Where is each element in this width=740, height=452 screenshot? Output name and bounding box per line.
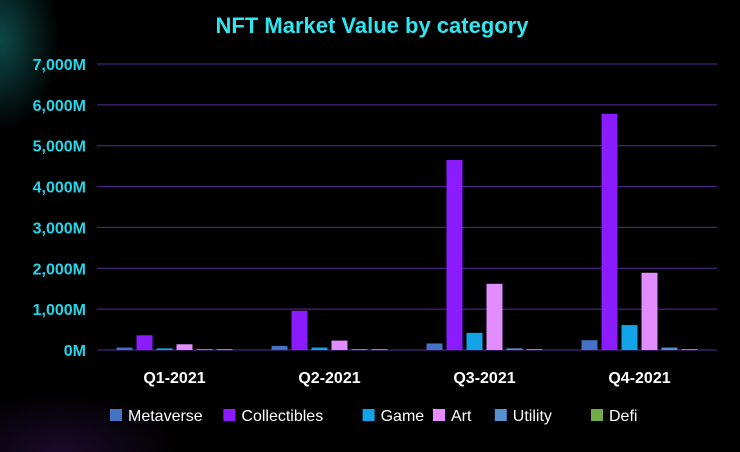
bar-utility-q2-2021 (351, 349, 368, 350)
y-tick-label: 0M (64, 343, 86, 360)
chart-title: NFT Market Value by category (216, 13, 530, 38)
y-tick-label: 6,000M (33, 98, 86, 115)
bar-utility-q1-2021 (196, 349, 213, 350)
bar-game-q2-2021 (311, 347, 328, 350)
x-axis-ticks: Q1-2021 Q2-2021 Q3-2021 Q4-2021 (143, 370, 670, 387)
x-tick-label: Q3-2021 (453, 370, 515, 387)
legend-swatch (110, 409, 122, 421)
gridlines (97, 63, 717, 351)
bar-defi-q1-2021 (216, 349, 233, 350)
y-tick-label: 7,000M (33, 57, 86, 74)
bars (116, 113, 698, 351)
bar-collectibles-q4-2021 (601, 113, 618, 351)
bar-utility-q3-2021 (506, 348, 523, 350)
bar-art-q4-2021 (641, 272, 658, 350)
bar-art-q2-2021 (331, 340, 348, 350)
legend-swatch (494, 409, 507, 421)
y-tick-label: 5,000M (33, 139, 86, 156)
legend-swatch (433, 409, 445, 421)
bar-game-q4-2021 (621, 325, 638, 350)
y-tick-label: 4,000M (33, 180, 86, 197)
bar-collectibles-q1-2021 (136, 335, 153, 350)
x-tick-label: Q4-2021 (608, 370, 670, 387)
y-tick-label: 3,000M (33, 220, 86, 237)
bar-utility-q4-2021 (661, 347, 678, 350)
legend-swatch (362, 409, 375, 421)
bar-metaverse-q1-2021 (116, 347, 133, 350)
bar-defi-q4-2021 (681, 349, 698, 350)
bar-collectibles-q3-2021 (446, 160, 463, 350)
legend-label: Metaverse (128, 408, 203, 425)
legend-label: Art (451, 408, 472, 425)
legend-label: Collectibles (241, 408, 323, 425)
x-tick-label: Q2-2021 (298, 370, 360, 387)
bar-metaverse-q3-2021 (426, 343, 443, 350)
bar-defi-q2-2021 (371, 349, 388, 350)
bar-metaverse-q4-2021 (581, 340, 598, 350)
bar-game-q3-2021 (466, 332, 483, 350)
bar-art-q3-2021 (486, 283, 503, 350)
legend: Metaverse Collectibles Game Art Utility Defi (110, 408, 637, 425)
x-tick-label: Q1-2021 (143, 370, 205, 387)
bar-defi-q3-2021 (526, 349, 543, 350)
bar-game-q1-2021 (156, 348, 173, 350)
y-tick-label: 2,000M (33, 261, 86, 278)
legend-swatch (223, 409, 236, 421)
legend-label: Game (381, 408, 425, 425)
bar-collectibles-q2-2021 (291, 310, 308, 350)
y-tick-label: 1,000M (33, 302, 86, 319)
legend-swatch (591, 409, 603, 421)
legend-label: Defi (609, 408, 637, 425)
legend-label: Utility (513, 408, 552, 425)
y-axis-ticks: 0M 1,000M 2,000M 3,000M 4,000M 5,000M 6,000M 7,… (33, 57, 86, 360)
bar-metaverse-q2-2021 (271, 345, 288, 350)
bar-art-q1-2021 (176, 344, 193, 350)
